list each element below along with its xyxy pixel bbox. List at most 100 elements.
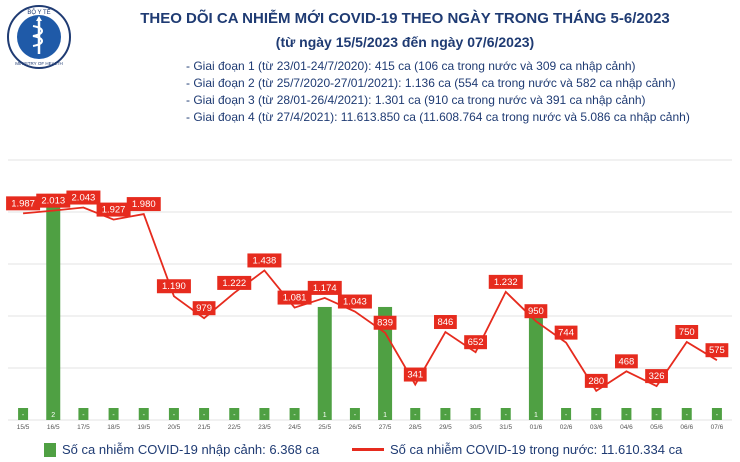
x-tick-label: 27/5 — [379, 424, 392, 430]
bar-imported — [289, 408, 300, 420]
bar-label: - — [233, 412, 236, 419]
x-tick-label: 06/6 — [680, 424, 693, 430]
data-label-box — [675, 325, 699, 339]
bar-label: - — [505, 412, 508, 419]
data-label-box — [126, 197, 161, 212]
data-label: 1.222 — [222, 278, 246, 289]
data-label-box — [307, 280, 342, 295]
data-label: 2.043 — [72, 193, 96, 204]
data-label-box — [705, 343, 729, 358]
data-label: 468 — [618, 356, 634, 367]
bar-imported — [168, 408, 179, 420]
bar-imported — [46, 193, 61, 420]
x-tick-label: 21/5 — [198, 424, 211, 430]
data-label: 979 — [196, 303, 212, 314]
legend-imported: Số ca nhiễm COVID-19 nhập cảnh: 6.368 ca — [44, 442, 319, 457]
bar-imported — [410, 408, 421, 420]
data-label: 2.013 — [41, 196, 65, 207]
data-label: 1.438 — [253, 255, 277, 266]
bar-imported — [621, 408, 632, 420]
data-label-box — [403, 367, 427, 382]
data-label: 341 — [407, 370, 423, 381]
x-tick-label: 02/6 — [560, 424, 573, 430]
data-label-box — [247, 253, 282, 268]
x-tick-label: 17/5 — [77, 424, 90, 430]
bar-label: - — [112, 412, 115, 419]
phase-note-4: - Giai đoạn 4 (từ 27/4/2021): 11.613.850… — [186, 110, 690, 124]
bar-imported — [561, 408, 572, 420]
x-tick-label: 18/5 — [107, 424, 120, 430]
x-tick-label: 15/5 — [17, 424, 30, 430]
chart-title: THEO DÕI CA NHIỄM MỚI COVID-19 THEO NGÀY… — [140, 10, 670, 27]
data-label: 326 — [649, 371, 665, 382]
covid-cases-chart: - 2 - - - - - - - - 1 - 1 - - - - 1 - - - - - - 1.987 2.013 2.043 1… — [6, 159, 732, 430]
logo-bottom-text: MINISTRY OF HEALTH — [15, 61, 63, 66]
bar-label: - — [716, 412, 719, 419]
data-label: 846 — [437, 317, 453, 328]
bar-imported — [229, 408, 240, 420]
data-label-box — [615, 354, 638, 369]
bar-imported — [528, 306, 543, 420]
data-label-box — [277, 290, 312, 305]
bar-imported — [711, 408, 722, 420]
data-label-box — [645, 369, 668, 384]
x-tick-label: 07/6 — [711, 424, 724, 430]
data-label: 839 — [377, 318, 393, 329]
bar-imported — [259, 408, 270, 420]
bar-label: - — [354, 412, 357, 419]
legend-domestic: Số ca nhiễm COVID-19 trong nước: 11.610.… — [352, 442, 682, 457]
data-label: 280 — [588, 376, 604, 387]
bar-label: - — [474, 412, 477, 419]
data-label: 1.987 — [11, 198, 35, 209]
data-label: 750 — [679, 327, 695, 338]
data-label-box — [337, 294, 372, 309]
data-label-box — [156, 279, 191, 294]
x-tick-label: 28/5 — [409, 424, 422, 430]
legend-domestic-swatch — [352, 448, 384, 451]
data-label-box — [554, 325, 578, 340]
bar-label: - — [143, 412, 146, 419]
data-label-box — [373, 315, 397, 330]
bar-label: - — [414, 412, 417, 419]
bar-label: - — [625, 412, 628, 419]
bar-imported — [108, 408, 119, 420]
x-tick-label: 23/5 — [258, 424, 271, 430]
x-tick-label: 03/6 — [590, 424, 603, 430]
data-label: 1.980 — [132, 199, 156, 210]
chart-legend: Số ca nhiễm COVID-19 nhập cảnh: 6.368 ca… — [0, 442, 740, 460]
bar-label: - — [263, 412, 266, 419]
bar-imported — [470, 408, 481, 420]
data-label-box — [584, 373, 608, 388]
legend-imported-label: Số ca nhiễm COVID-19 nhập cảnh: 6.368 ca — [62, 442, 320, 457]
data-label: 1.174 — [313, 283, 337, 294]
bar-label: - — [565, 412, 568, 419]
data-label-box — [36, 193, 71, 208]
bar-imported — [500, 408, 511, 420]
legend-domestic-label: Số ca nhiễm COVID-19 trong nước: 11.610.… — [390, 442, 683, 457]
bar-imported — [18, 408, 29, 420]
data-label: 1.043 — [343, 297, 367, 308]
x-tick-label: 20/5 — [168, 424, 181, 430]
phase-note-2: - Giai đoạn 2 (từ 25/7/2020-27/01/2021):… — [186, 76, 676, 90]
data-label-box — [488, 274, 523, 289]
bar-label: - — [203, 412, 206, 419]
phase-notes: - Giai đoạn 1 (từ 23/01-24/7/2020): 415 … — [186, 58, 690, 126]
bar-label: - — [82, 412, 85, 419]
bar-label: 1 — [383, 412, 387, 419]
x-tick-label: 31/5 — [499, 424, 512, 430]
bar-imported — [651, 408, 662, 420]
bar-imported — [78, 408, 89, 420]
data-label: 1.927 — [102, 205, 126, 216]
bar-label: - — [686, 412, 689, 419]
data-label-box — [66, 190, 101, 205]
x-tick-label: 24/5 — [288, 424, 301, 430]
data-label: 575 — [709, 345, 725, 356]
x-tick-label: 04/6 — [620, 424, 633, 430]
data-label-box — [96, 202, 131, 217]
bar-label: - — [595, 412, 598, 419]
data-label-box — [464, 335, 487, 350]
bar-label: - — [293, 412, 296, 419]
data-label: 1.190 — [162, 281, 186, 292]
data-label: 950 — [528, 306, 544, 317]
logo-top-text: BỘ Y TẾ — [27, 9, 50, 16]
